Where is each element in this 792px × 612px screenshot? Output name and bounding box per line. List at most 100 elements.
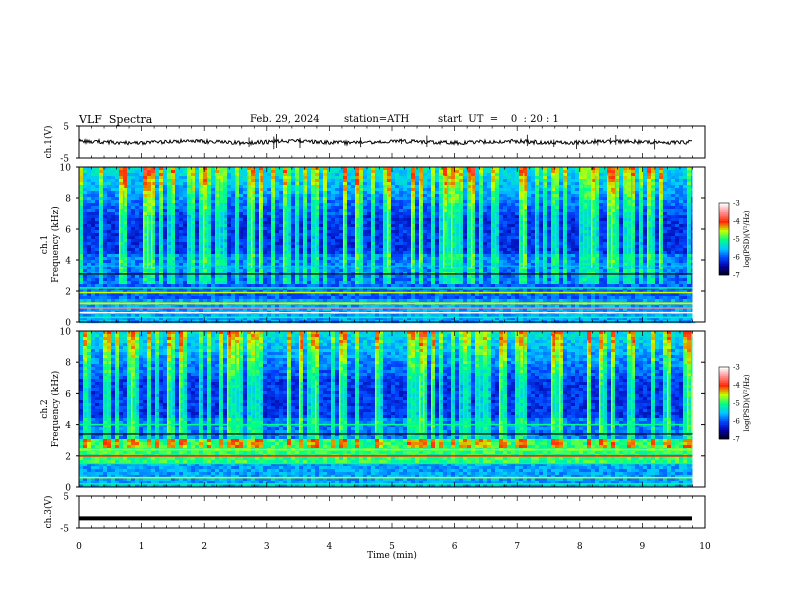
ch2-sferic <box>311 351 313 433</box>
ch1-sferic <box>411 193 413 268</box>
ch1-sferic <box>443 175 445 268</box>
ch2-emission-line <box>79 454 693 457</box>
ch1-sferic <box>639 179 641 268</box>
ch1-sferic <box>611 191 613 268</box>
xtick-label: 8 <box>577 542 583 552</box>
ch1-emission-line <box>79 302 693 305</box>
ch1-sferic <box>623 185 625 268</box>
ch2-sferic <box>519 350 521 433</box>
ch1-sferic <box>203 185 205 268</box>
ch1-spectrogram-colorbar-frame <box>718 202 730 276</box>
ch2-spectrogram-ylabel: Frequency (kHz) <box>50 371 61 448</box>
ch2-sferic <box>555 367 557 433</box>
ch1-emission-line <box>79 287 693 289</box>
ch2-spectrogram-ytick-label: 4 <box>65 421 71 431</box>
date-label: Feb. 29, 2024 <box>250 114 320 125</box>
ch2-sferic <box>87 368 89 433</box>
xtick-label: 6 <box>452 542 458 552</box>
ch2-sferic <box>463 368 465 433</box>
ch2-sferic <box>179 374 181 433</box>
ch2-sferic <box>183 356 185 433</box>
ch2-sferic <box>83 359 85 433</box>
ch1-sferic <box>563 188 565 268</box>
ch1-waveform-ylabel: ch.1(V) <box>43 126 54 159</box>
ch2-sferic <box>343 378 345 433</box>
ch1-sferic <box>627 206 629 268</box>
ch1-sferic <box>659 193 661 268</box>
ch2-sferic <box>475 368 477 433</box>
ch1-sferic <box>471 179 473 268</box>
ch1-waveform-ytick-label: 5 <box>63 123 69 133</box>
ch2-sferic <box>315 380 317 433</box>
ch2-sferic <box>691 376 693 433</box>
ch1-spectrogram-ytick-label: 0 <box>65 319 71 329</box>
ch2-spectrogram-ytick-label: 2 <box>65 452 71 462</box>
ch1-sferic <box>151 181 153 268</box>
ch2-sferic <box>171 344 173 433</box>
ch2-sferic <box>135 376 137 433</box>
ch1-sferic <box>187 216 189 268</box>
ch1-sferic <box>171 182 173 268</box>
ch1-sferic <box>451 189 453 268</box>
ch1-sferic <box>419 180 421 268</box>
ch1-sferic <box>371 199 373 268</box>
ch2-sferic <box>331 349 333 433</box>
ch1-sferic <box>295 177 297 268</box>
ch2-sferic <box>307 340 309 433</box>
ch2-sferic <box>407 360 409 433</box>
ch1-sferic <box>591 170 593 268</box>
ch1-sferic <box>343 197 345 268</box>
ch2-spectrogram-ytick-label: 0 <box>65 484 71 494</box>
ch2-spectrogram-ylabel-channel: ch.2 <box>40 399 50 418</box>
ch1-sferic <box>455 208 457 268</box>
ch1-sferic <box>479 173 481 268</box>
ch2-sferic <box>627 377 629 433</box>
ch1-sferic <box>247 171 249 268</box>
ch2-sferic <box>339 349 341 433</box>
ch1-sferic <box>143 211 145 268</box>
ch1-sferic <box>459 189 461 268</box>
ch1-emission-line <box>79 311 693 314</box>
ch1-spectrogram-ytick-label: 8 <box>65 195 71 205</box>
ch2-sferic <box>483 373 485 433</box>
ch2-sferic <box>219 349 221 433</box>
ch2-sferic <box>299 335 301 433</box>
ch1-sferic <box>607 175 609 268</box>
ch2-sferic <box>631 370 633 433</box>
ch2-emission-line <box>79 423 693 426</box>
ch2-sferic <box>431 363 433 433</box>
ch2-sferic <box>611 358 613 433</box>
ch3-waveform-ylabel: ch.3(V) <box>43 496 54 529</box>
ch1-sferic <box>491 194 493 268</box>
ch1-sferic <box>495 212 497 268</box>
ch1-sferic <box>159 193 161 268</box>
ch1-sferic <box>523 173 525 268</box>
ch2-sferic <box>523 334 525 433</box>
ch1-sferic <box>271 191 273 268</box>
ch1-sferic <box>215 175 217 268</box>
ch1-spectrogram-ytick-label: 10 <box>60 164 72 174</box>
figure-title: VLF Spectra <box>79 113 153 126</box>
ch2-spectrogram-colorbar-tick: -5 <box>733 400 740 408</box>
ch1-spectrogram-ytick-label: 4 <box>65 257 71 267</box>
ch1-sferic <box>251 188 253 268</box>
ch2-spectrogram-colorbar-tick: -7 <box>733 436 740 444</box>
ch1-sferic <box>535 181 537 268</box>
ch3-waveform-ytick-label: 5 <box>63 493 69 503</box>
ch1-sferic <box>467 171 469 268</box>
ch1-sferic <box>687 200 689 268</box>
ch2-sferic <box>651 372 653 433</box>
station-label: station=ATH <box>344 114 410 125</box>
ch1-sferic <box>207 177 209 268</box>
ch1-sferic <box>167 191 169 268</box>
ch1-sferic <box>323 216 325 268</box>
ch2-sferic <box>667 371 669 433</box>
xtick-label: 5 <box>389 542 395 552</box>
xaxis-label: Time (min) <box>367 550 417 561</box>
ch2-sferic <box>599 355 601 433</box>
ch2-sferic <box>411 367 413 433</box>
ch2-sferic <box>155 338 157 433</box>
ch1-sferic <box>519 199 521 268</box>
ch1-spectrogram-colorbar-label: log(PSD)(V²/Hz) <box>743 210 751 267</box>
ch2-sferic <box>255 341 257 433</box>
